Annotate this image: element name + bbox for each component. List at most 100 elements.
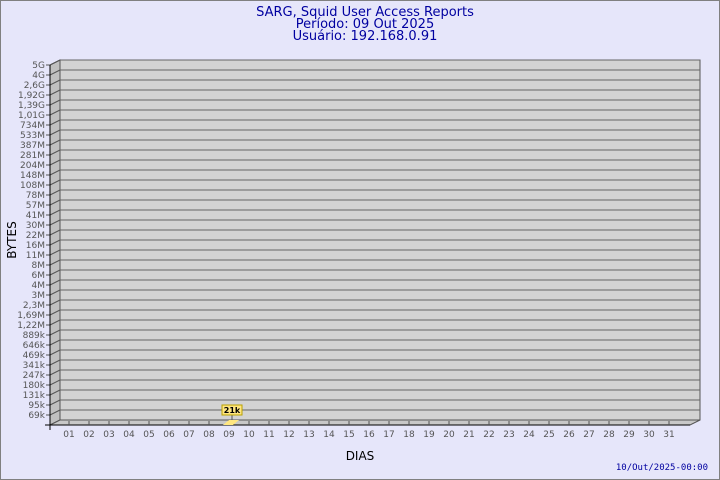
- gridline-depth: [49, 269, 61, 276]
- x-tick-label: 14: [323, 430, 335, 440]
- y-tick-label: 1,69M: [17, 311, 45, 321]
- y-tick-label: 1,92G: [18, 91, 45, 101]
- y-tick-label: 8M: [32, 261, 46, 271]
- x-tick-label: 31: [663, 430, 674, 440]
- x-tick-label: 03: [103, 430, 114, 440]
- y-tick-label: 41M: [26, 211, 45, 221]
- data-label: 21k: [224, 406, 241, 415]
- gridline-depth: [49, 349, 61, 356]
- y-tick-label: 148M: [20, 171, 45, 181]
- y-tick-label: 95k: [28, 401, 45, 411]
- x-tick-label: 18: [403, 430, 415, 440]
- gridline-depth: [49, 59, 61, 66]
- gridline-depth: [49, 399, 61, 406]
- chart-user: Usuário: 192.168.0.91: [293, 29, 438, 44]
- y-tick-label: 247k: [23, 371, 46, 381]
- y-tick-label: 78M: [26, 191, 45, 201]
- gridline-depth: [49, 289, 61, 296]
- gridline-depth: [49, 309, 61, 316]
- x-tick-label: 26: [563, 430, 575, 440]
- y-tick-label: 204M: [20, 161, 45, 171]
- data-label-box: [221, 404, 243, 416]
- y-tick-label: 646k: [23, 341, 46, 351]
- y-tick-label: 1,22M: [17, 321, 45, 331]
- y-tick-label: 180k: [23, 381, 46, 391]
- x-tick-label: 25: [543, 430, 554, 440]
- x-tick-label: 13: [303, 430, 314, 440]
- bar: [223, 420, 239, 425]
- y-tick-label: 889k: [23, 331, 46, 341]
- x-tick-label: 17: [383, 430, 394, 440]
- gridline-depth: [49, 299, 61, 306]
- x-tick-label: 19: [423, 430, 435, 440]
- x-tick-label: 22: [483, 430, 494, 440]
- gridline-depth: [49, 99, 61, 106]
- gridline-depth: [49, 209, 61, 216]
- y-tick-label: 22M: [26, 231, 45, 241]
- gridline-depth: [49, 229, 61, 236]
- x-tick-label: 21: [463, 430, 474, 440]
- x-tick-label: 09: [223, 430, 235, 440]
- gridline-depth: [49, 369, 61, 376]
- x-axis-label: DIAS: [346, 449, 375, 463]
- y-tick-label: 16M: [26, 241, 45, 251]
- gridline-depth: [49, 89, 61, 96]
- y-tick-label: 281M: [20, 151, 45, 161]
- y-tick-label: 1,39G: [18, 101, 45, 111]
- y-tick-label: 2,3M: [23, 301, 45, 311]
- gridline-depth: [49, 259, 61, 266]
- y-tick-label: 5G: [32, 61, 45, 71]
- gridline-depth: [49, 189, 61, 196]
- gridline-depth: [49, 159, 61, 166]
- gridline-depth: [49, 389, 61, 396]
- gridline-depth: [49, 249, 61, 256]
- gridline-depth: [49, 359, 61, 366]
- y-tick-label: 2,6G: [24, 81, 45, 91]
- gridline-depth: [49, 179, 61, 186]
- generated-timestamp: 10/Out/2025-00:00: [616, 463, 708, 473]
- x-tick-label: 12: [283, 430, 294, 440]
- gridline-depth: [49, 169, 61, 176]
- y-axis-label: BYTES: [5, 221, 19, 258]
- y-tick-label: 4G: [32, 71, 45, 81]
- x-tick-label: 05: [143, 430, 154, 440]
- x-tick-label: 23: [503, 430, 514, 440]
- gridline-depth: [49, 239, 61, 246]
- plot-floor: [49, 419, 701, 426]
- y-tick-label: 11M: [26, 251, 45, 261]
- gridline-depth: [49, 319, 61, 326]
- y-tick-label: 533M: [20, 131, 45, 141]
- y-tick-label: 469k: [23, 351, 46, 361]
- gridline-depth: [49, 149, 61, 156]
- gridline-depth: [49, 79, 61, 86]
- y-tick-label: 1,01G: [18, 111, 45, 121]
- gridline-depth: [49, 279, 61, 286]
- x-tick-label: 27: [583, 430, 594, 440]
- gridline-depth: [49, 199, 61, 206]
- gridline-depth: [49, 69, 61, 76]
- y-tick-label: 131k: [23, 391, 46, 401]
- y-tick-label: 734M: [20, 121, 45, 131]
- chart-title: SARG, Squid User Access Reports: [256, 5, 474, 20]
- x-tick-label: 28: [603, 430, 615, 440]
- gridline-depth: [49, 109, 61, 116]
- y-tick-label: 3M: [32, 291, 46, 301]
- gridline-depth: [49, 219, 61, 226]
- x-tick-label: 30: [643, 430, 655, 440]
- y-tick-label: 57M: [26, 201, 45, 211]
- y-tick-label: 69k: [28, 411, 45, 421]
- x-tick-label: 01: [63, 430, 74, 440]
- x-tick-label: 15: [343, 430, 354, 440]
- gridline-depth: [49, 119, 61, 126]
- gridline-depth: [49, 129, 61, 136]
- y-tick-label: 30M: [26, 221, 45, 231]
- x-tick-label: 16: [363, 430, 375, 440]
- y-tick-label: 387M: [20, 141, 45, 151]
- y-tick-label: 6M: [32, 271, 46, 281]
- gridline-depth: [49, 379, 61, 386]
- gridline-depth: [49, 139, 61, 146]
- x-tick-label: 02: [83, 430, 94, 440]
- chart-period: Período: 09 Out 2025: [296, 17, 434, 32]
- gridline-depth: [49, 329, 61, 336]
- x-tick-label: 10: [243, 430, 255, 440]
